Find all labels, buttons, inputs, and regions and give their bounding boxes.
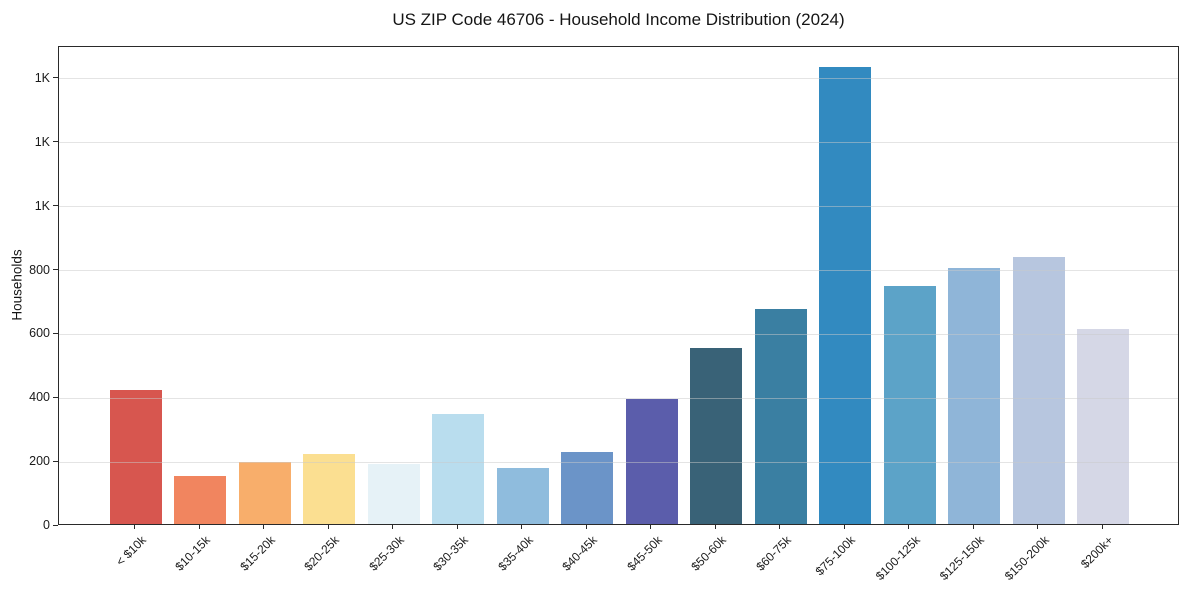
x-tick-label: < $10k bbox=[113, 533, 149, 569]
x-tick-mark bbox=[327, 525, 329, 529]
bar bbox=[238, 462, 291, 524]
y-tick-label: 1K bbox=[34, 134, 50, 149]
x-tick-label: $50-60k bbox=[688, 533, 730, 574]
x-tick-mark bbox=[521, 525, 523, 529]
x-tick-label: $35-40k bbox=[495, 533, 536, 574]
x-tick-mark bbox=[1037, 525, 1039, 529]
bar bbox=[109, 389, 162, 524]
y-tick-label: 800 bbox=[29, 262, 50, 277]
y-tick-label: 0 bbox=[43, 518, 50, 532]
x-tick-label: $40-45k bbox=[559, 533, 601, 574]
x-tick-mark bbox=[714, 525, 716, 529]
y-tick-mark bbox=[53, 141, 58, 143]
y-tick-mark bbox=[53, 524, 58, 526]
x-tick-mark bbox=[392, 525, 394, 529]
x-tick-label: $20-25k bbox=[301, 533, 343, 574]
bar bbox=[690, 348, 743, 524]
bar bbox=[625, 399, 678, 524]
x-tick-mark bbox=[843, 525, 845, 529]
x-tick-label: $125-150k bbox=[937, 533, 988, 584]
bar bbox=[948, 268, 1001, 524]
x-tick-mark bbox=[456, 525, 458, 529]
bar bbox=[174, 476, 227, 524]
x-tick-label: $10-15k bbox=[172, 533, 214, 574]
y-tick-label: 1K bbox=[34, 70, 50, 85]
bars-layer bbox=[59, 47, 1178, 524]
x-tick-label: $75-100k bbox=[812, 533, 859, 579]
y-tick-label: 600 bbox=[29, 326, 50, 341]
x-tick-label: $30-35k bbox=[430, 533, 472, 574]
x-tick-mark bbox=[263, 525, 265, 529]
x-tick-label: $60-75k bbox=[753, 533, 794, 574]
bar bbox=[819, 67, 872, 524]
y-tick-mark bbox=[53, 460, 58, 462]
y-tick-mark bbox=[53, 77, 58, 79]
x-tick-mark bbox=[1101, 525, 1103, 529]
bar bbox=[367, 463, 420, 524]
bar bbox=[1012, 257, 1065, 524]
y-tick-mark bbox=[53, 396, 58, 398]
bar bbox=[496, 468, 549, 524]
y-tick-label: 1K bbox=[34, 198, 50, 213]
bar bbox=[303, 454, 356, 524]
bar bbox=[883, 286, 936, 524]
y-axis-label: Households bbox=[9, 249, 25, 321]
x-tick-mark bbox=[972, 525, 974, 529]
y-tick-mark bbox=[53, 332, 58, 334]
y-tick-label: 400 bbox=[29, 390, 50, 405]
x-tick-label: $15-20k bbox=[237, 533, 278, 574]
y-tick-mark bbox=[53, 269, 58, 271]
x-tick-label: $150-200k bbox=[1001, 533, 1052, 584]
bar bbox=[432, 414, 485, 524]
x-tick-label: $45-50k bbox=[624, 533, 665, 574]
chart-title: US ZIP Code 46706 - Household Income Dis… bbox=[392, 10, 845, 29]
y-tick-mark bbox=[53, 205, 58, 207]
x-tick-mark bbox=[908, 525, 910, 529]
y-tick-label: 200 bbox=[29, 454, 50, 469]
x-tick-mark bbox=[134, 525, 136, 529]
x-tick-mark bbox=[585, 525, 587, 529]
plot-area bbox=[58, 46, 1179, 525]
x-tick-mark bbox=[650, 525, 652, 529]
x-tick-label: $200k+ bbox=[1078, 533, 1117, 571]
bar bbox=[561, 452, 614, 524]
x-tick-mark bbox=[198, 525, 200, 529]
x-tick-label: $100-125k bbox=[872, 533, 923, 584]
x-tick-label: $25-30k bbox=[366, 533, 407, 574]
x-tick-mark bbox=[779, 525, 781, 529]
bar bbox=[754, 309, 807, 524]
bar bbox=[1077, 329, 1130, 524]
